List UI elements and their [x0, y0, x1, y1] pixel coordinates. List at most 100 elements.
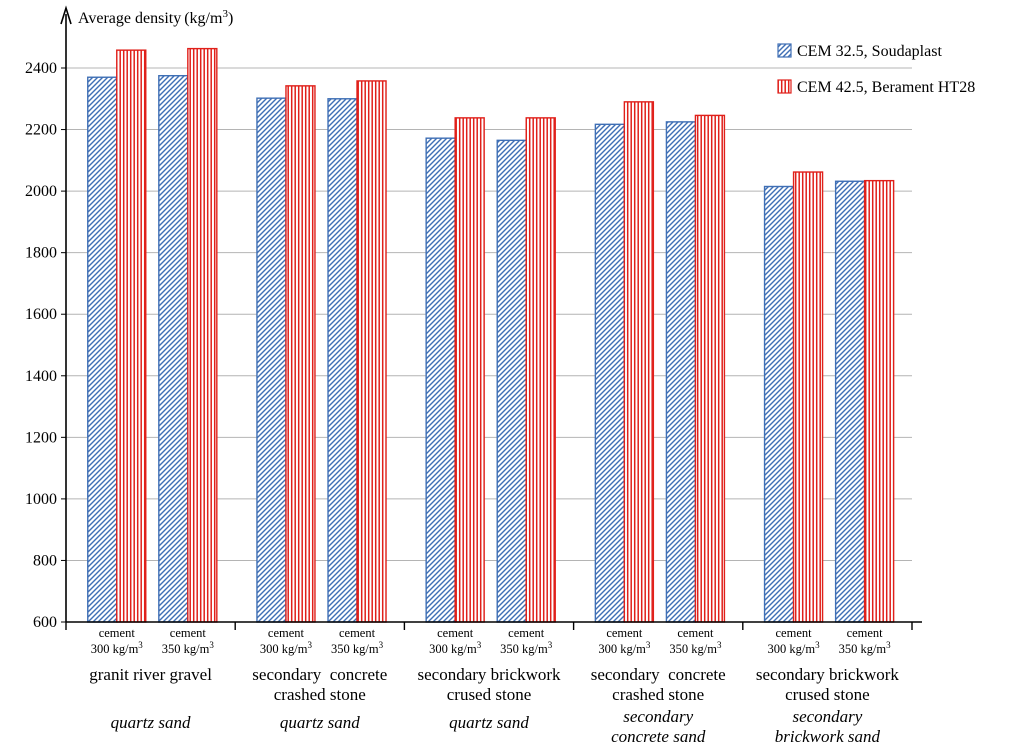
group-label-sub: secondary: [623, 707, 693, 726]
group-label-main: crashed stone: [612, 685, 704, 704]
x-category-label-unit: 350 kg/m: [331, 642, 379, 656]
bar-series-1: [425, 137, 456, 623]
x-category-label-line2: 300 kg/m3: [598, 640, 651, 656]
group-labels: granit river gravel quartz sand secondary …: [89, 665, 899, 746]
y-axis-unit-close: ): [228, 10, 233, 27]
bar-series-1: [763, 185, 795, 623]
bar-series-2: [285, 85, 316, 623]
group-label-main: crashed stone: [274, 685, 366, 704]
legend-label-series-1: CEM 32.5, Soudaplast: [797, 43, 942, 60]
legend-label-series-2: CEM 42.5, Berament HT28: [797, 79, 975, 96]
x-category-label-line1: cement: [606, 626, 643, 640]
group-label-main: secondary brickwork: [756, 665, 900, 684]
x-category-label-line2: 350 kg/m3: [669, 640, 722, 656]
x-category-label-unit: 350 kg/m: [162, 642, 210, 656]
group-label-sub: concrete sand: [611, 727, 706, 746]
group-label-main: secondary concrete: [591, 665, 726, 684]
group-label-sub: quartz sand: [280, 713, 360, 732]
x-category-label-line1: cement: [847, 626, 884, 640]
group-label-main: secondary brickwork: [417, 665, 561, 684]
axes: [60, 5, 922, 630]
y-tick-label: 1000: [25, 491, 57, 508]
y-tick-label: 2200: [25, 122, 57, 139]
x-category-label-line1: cement: [508, 626, 545, 640]
bars: [87, 47, 895, 623]
bar-series-2: [454, 117, 485, 623]
bar-series-2: [792, 171, 824, 623]
bar-series-1: [87, 76, 118, 623]
bar-series-1: [665, 121, 697, 623]
group-label-sub: quartz sand: [449, 713, 529, 732]
bar-series-2: [694, 114, 726, 623]
y-axis-title-text: Average density: [78, 10, 181, 27]
svg-text:Average density(kg/m3): Average density (kg/m3): [78, 8, 233, 27]
x-category-label-sup: 3: [717, 640, 722, 650]
bar-series-1: [496, 139, 527, 623]
x-category-label-unit: 350 kg/m: [669, 642, 717, 656]
group-label-main: secondary concrete: [252, 665, 387, 684]
group-label-main: crused stone: [785, 685, 870, 704]
group-label-sub: brickwork sand: [775, 727, 881, 746]
x-category-label-unit: 350 kg/m: [839, 642, 887, 656]
legend: CEM 32.5, Soudaplast CEM 42.5, Berament …: [777, 43, 975, 96]
x-category-label-sup: 3: [138, 640, 143, 650]
legend-swatch-series-1: [777, 43, 792, 58]
y-tick-labels: 600 800 1000 1200 1400 1600 1800 2000 2200 2400: [25, 60, 57, 631]
bar-series-1: [256, 97, 287, 623]
y-axis-title: Average density (kg/m3): [78, 8, 233, 27]
x-category-label-sup: 3: [646, 640, 651, 650]
x-category-label-sup: 3: [815, 640, 820, 650]
x-category-label-unit: 300 kg/m: [598, 642, 646, 656]
x-category-label-unit: 300 kg/m: [768, 642, 816, 656]
x-category-label-line1: cement: [339, 626, 376, 640]
x-category-label-sup: 3: [477, 640, 482, 650]
x-category-label-line1: cement: [170, 626, 207, 640]
x-category-label-line2: 350 kg/m3: [162, 640, 215, 656]
x-category-label-line2: 300 kg/m3: [91, 640, 144, 656]
y-tick-label: 1800: [25, 245, 57, 262]
x-category-label-unit: 300 kg/m: [429, 642, 477, 656]
group-label-main: crused stone: [447, 685, 532, 704]
bar-series-2: [863, 179, 895, 623]
x-category-label-unit: 300 kg/m: [91, 642, 139, 656]
x-category-label-line1: cement: [677, 626, 714, 640]
bar-series-2: [116, 49, 147, 623]
x-category-label-line2: 300 kg/m3: [260, 640, 313, 656]
y-axis-arrow: [60, 5, 72, 25]
x-category-label-unit: 300 kg/m: [260, 642, 308, 656]
x-category-label-line1: cement: [437, 626, 474, 640]
bar-series-1: [158, 74, 189, 623]
x-category-label-line2: 350 kg/m3: [839, 640, 892, 656]
bar-series-1: [834, 180, 866, 623]
y-tick-label: 1200: [25, 429, 57, 446]
x-category-label-unit: 350 kg/m: [500, 642, 548, 656]
group-label-sub: quartz sand: [111, 713, 191, 732]
y-tick-label: 2400: [25, 60, 57, 77]
legend-item-series-1: CEM 32.5, Soudaplast: [777, 43, 942, 60]
y-tick-label: 2000: [25, 183, 57, 200]
x-category-label-sup: 3: [379, 640, 384, 650]
x-category-label-line2: 350 kg/m3: [331, 640, 384, 656]
x-category-label-line2: 300 kg/m3: [768, 640, 821, 656]
legend-item-series-2: CEM 42.5, Berament HT28: [777, 79, 975, 96]
bar-series-1: [594, 123, 626, 623]
bar-series-2: [187, 47, 218, 623]
legend-swatch-series-2: [777, 79, 792, 94]
x-category-label-sup: 3: [307, 640, 312, 650]
x-category-label-line1: cement: [268, 626, 305, 640]
x-category-label-sup: 3: [548, 640, 553, 650]
x-category-label-line2: 350 kg/m3: [500, 640, 553, 656]
bar-series-2: [623, 101, 655, 623]
y-tick-label: 1600: [25, 306, 57, 323]
y-axis-unit-sup: 3: [222, 8, 228, 20]
y-tick-label: 1400: [25, 368, 57, 385]
group-label-sub: secondary: [792, 707, 862, 726]
y-tick-label: 600: [33, 614, 57, 631]
x-category-label-sup: 3: [886, 640, 891, 650]
y-axis-unit: (kg/m: [184, 10, 223, 27]
x-category-label-line1: cement: [99, 626, 136, 640]
x-category-label-sup: 3: [209, 640, 214, 650]
y-tick-label: 800: [33, 552, 57, 569]
